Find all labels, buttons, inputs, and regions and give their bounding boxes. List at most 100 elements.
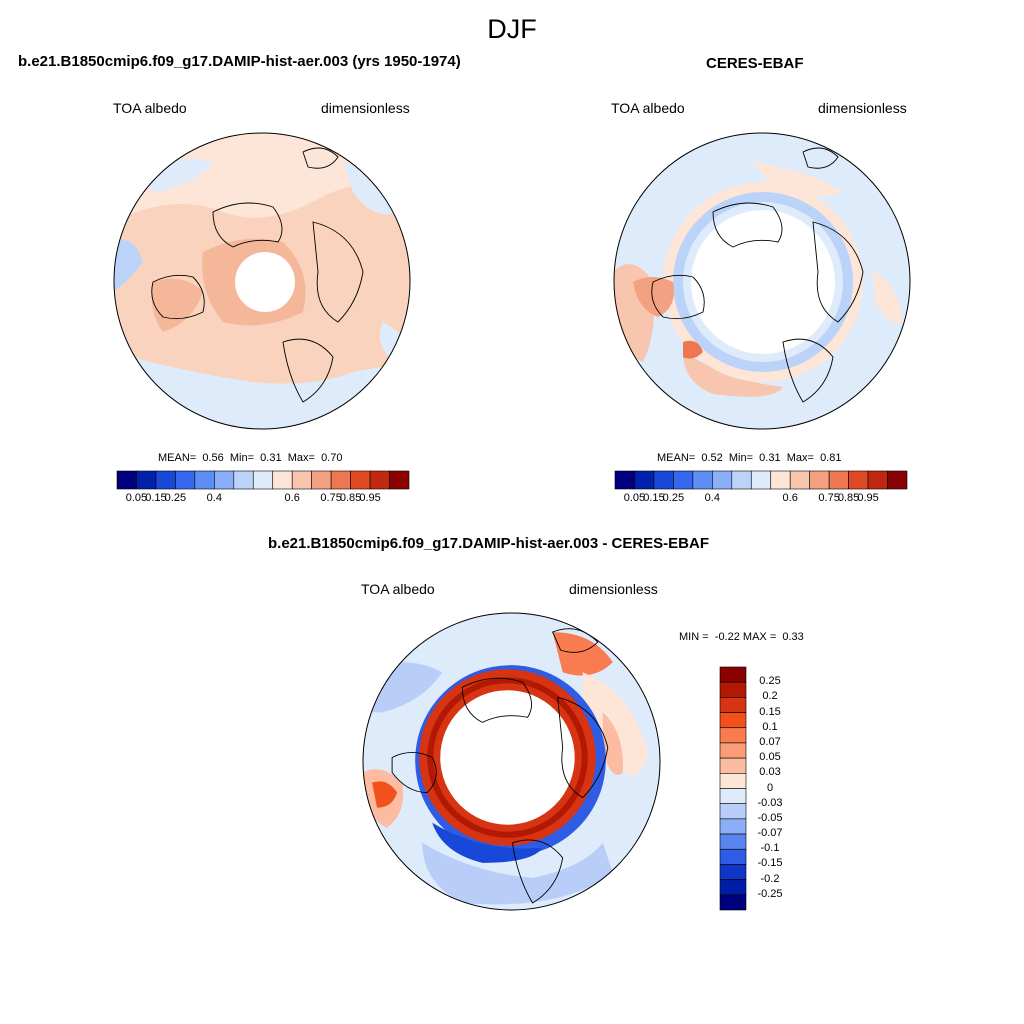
panel3-min: -0.22 [714, 631, 740, 643]
panel2-colorbar-tick: 0.85 [837, 492, 860, 504]
panel3-colorbar-tick: -0.05 [757, 811, 783, 824]
panel3-colorbar-box [719, 879, 747, 896]
panel3-colorbar-box [719, 666, 747, 683]
panel2-colorbar-tick: 0.15 [643, 492, 665, 504]
panel2-colorbar-box [887, 470, 908, 490]
panel1-colorbar-tick: 0.95 [359, 492, 381, 504]
panel3-colorbar-box [719, 803, 747, 820]
panel2-colorbar-tick: 0.95 [857, 492, 879, 504]
panel3-colorbar-box [719, 681, 747, 698]
panel3-colorbar-ticks: 0.25 0.2 0.15 0.1 0.07 0.05 0.03 0 -0.03 -0.05 -0.… [750, 667, 790, 910]
panel3-units: dimensionless [569, 581, 658, 597]
panel2-colorbar-ticks: 0.05 0.15 0.25 0.4 0.6 0.75 0.85 0.95 [615, 492, 907, 506]
panel2-colorbar-tick: 0.6 [782, 492, 798, 504]
panel2-colorbar-box [848, 470, 869, 490]
panel1-max-label: Max= [287, 452, 315, 464]
panel1-colorbar-tick: 0.6 [284, 492, 300, 504]
panel2-colorbar-box [867, 470, 888, 490]
panel3-min-label: MIN = [679, 631, 709, 643]
panel1-colorbar-ticks: 0.05 0.15 0.25 0.4 0.6 0.75 0.85 0.95 [117, 492, 409, 506]
panel1-min: 0.31 [260, 452, 282, 464]
panel1-colorbar-box [214, 470, 235, 490]
panel3-colorbar-tick: -0.2 [760, 872, 780, 885]
panel1-colorbar-box [291, 470, 312, 490]
panel2-mean-label: MEAN= [657, 452, 696, 464]
panel1-polar-map [113, 132, 411, 430]
panel1-colorbar-tick: 0.4 [206, 492, 222, 504]
panel3-colorbar-box [719, 727, 747, 744]
panel3-colorbar-tick: -0.15 [757, 857, 783, 870]
panel3-colorbar-tick: -0.03 [757, 796, 783, 809]
panel2-colorbar-tick: 0.4 [704, 492, 720, 504]
panel3-max-label: MAX = [742, 631, 777, 643]
panel1-min-label: Min= [229, 452, 255, 464]
panel2-colorbar-box [614, 470, 635, 490]
panel1-colorbar-box [252, 470, 274, 490]
panel3-colorbar-tick: 0.07 [759, 735, 781, 748]
panel3-colorbar-box [719, 848, 747, 865]
panel1-colorbar-box [233, 470, 254, 490]
panel2-colorbar [614, 470, 908, 490]
panel1-colorbar [116, 470, 410, 490]
panel1-colorbar-tick: 0.05 [125, 492, 148, 504]
panel1-mean: 0.56 [202, 452, 224, 464]
panel3-colorbar-tick: 0.05 [759, 751, 781, 764]
panel3-max: 0.33 [782, 631, 804, 643]
panel3-colorbar-tick: -0.25 [757, 887, 783, 900]
panel2-mean: 0.52 [701, 452, 723, 464]
panel1-colorbar-box [389, 470, 410, 490]
panel2-colorbar-box [731, 470, 752, 490]
panel3-polar-map [362, 612, 661, 911]
panel3-colorbar-tick: 0.1 [762, 720, 778, 733]
panel2-min-label: Min= [728, 452, 754, 464]
panel2-max-label: Max= [786, 452, 814, 464]
panel2-max: 0.81 [820, 452, 842, 464]
panel3-stats: MIN = -0.22 MAX = 0.33 [679, 631, 804, 643]
panel3-colorbar-box [719, 864, 747, 880]
panel2-colorbar-box [653, 470, 674, 490]
panel3-colorbar-box [719, 757, 747, 774]
panel1-colorbar-box [330, 470, 351, 490]
panel3-colorbar-tick: 0.15 [759, 705, 781, 718]
panel3-variable: TOA albedo [361, 581, 435, 597]
panel2-colorbar-tick: 0.05 [623, 492, 646, 504]
panel2-colorbar-box [692, 470, 713, 490]
panel3-colorbar-box [719, 818, 747, 835]
panel3-colorbar-tick: 0.03 [759, 766, 781, 779]
panel1-title: b.e21.B1850cmip6.f09_g17.DAMIP-hist-aer.… [18, 53, 461, 70]
panel3-colorbar-tick: 0.25 [759, 675, 781, 688]
panel2-variable: TOA albedo [611, 100, 685, 116]
panel2-colorbar-box [789, 470, 810, 490]
panel1-colorbar-box [116, 470, 137, 490]
panel2-title: CERES-EBAF [706, 55, 804, 72]
panel3-colorbar-tick: -0.07 [757, 827, 783, 840]
panel1-colorbar-box [175, 470, 196, 490]
panel1-colorbar-box [369, 470, 390, 490]
panel3-colorbar-box [719, 712, 747, 729]
panel1-units: dimensionless [321, 100, 410, 116]
panel2-colorbar-box [828, 470, 849, 490]
panel1-colorbar-box [155, 470, 176, 490]
panel2-units: dimensionless [818, 100, 907, 116]
panel1-colorbar-tick: 0.15 [145, 492, 167, 504]
panel2-colorbar-box [712, 470, 733, 490]
panel2-colorbar-box [750, 470, 772, 490]
panel3-colorbar-tick: 0.2 [762, 690, 778, 703]
panel1-colorbar-box [272, 470, 293, 490]
panel2-colorbar-box [634, 470, 655, 490]
panel2-stats: MEAN= 0.52 Min= 0.31 Max= 0.81 [657, 452, 841, 464]
panel2-colorbar-box [770, 470, 791, 490]
panel2-colorbar-box [673, 470, 694, 490]
figure-title: DJF [487, 14, 537, 44]
panel2-colorbar-box [809, 470, 830, 490]
panel3-colorbar-tick: -0.1 [760, 842, 780, 855]
panel3-colorbar-box [719, 894, 747, 911]
panel1-colorbar-tick: 0.85 [339, 492, 362, 504]
panel1-colorbar-box [136, 470, 157, 490]
panel1-mean-label: MEAN= [158, 452, 197, 464]
panel2-colorbar-tick: 0.75 [818, 492, 840, 504]
panel3-colorbar-box [719, 788, 747, 804]
panel3-title: b.e21.B1850cmip6.f09_g17.DAMIP-hist-aer.… [268, 535, 709, 552]
panel2-colorbar-tick: 0.25 [662, 492, 685, 504]
panel2-min: 0.31 [759, 452, 781, 464]
